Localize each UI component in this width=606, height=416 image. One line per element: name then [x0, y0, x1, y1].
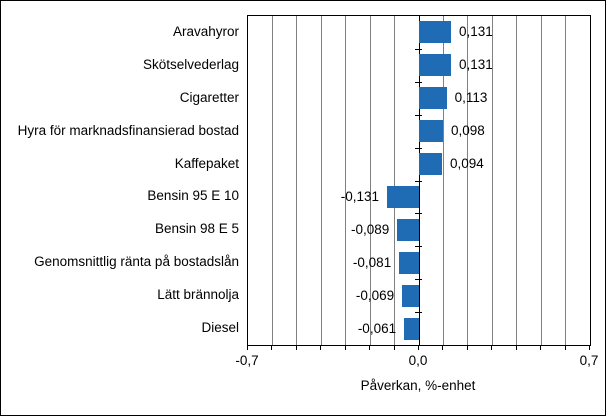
category-label: Bensin 98 E 5 — [154, 221, 239, 237]
x-axis-tick — [295, 346, 297, 350]
x-axis-tick — [418, 346, 419, 350]
x-axis-title: Påverkan, %-enhet — [360, 378, 476, 393]
gridline — [345, 16, 347, 345]
x-axis-tick — [369, 346, 371, 350]
x-axis-tick-label: 0,7 — [579, 353, 599, 368]
category-label: Aravahyror — [172, 23, 239, 39]
bar — [399, 251, 419, 274]
x-axis-tick — [491, 346, 493, 350]
bar — [397, 218, 419, 241]
gridline — [369, 16, 371, 345]
bar — [402, 284, 419, 307]
category-tick — [415, 48, 422, 50]
gridline — [296, 16, 298, 345]
gridline — [394, 16, 396, 345]
bar-value-label: -0,089 — [350, 221, 390, 237]
x-axis-tick — [466, 346, 468, 350]
bar-value-label: 0,113 — [454, 90, 488, 106]
gridline — [516, 16, 518, 345]
bar-value-label: -0,061 — [357, 320, 397, 336]
bar — [419, 153, 442, 176]
bar-value-label: 0,094 — [449, 156, 484, 172]
x-axis-tick — [320, 346, 322, 350]
category-tick — [415, 114, 422, 116]
category-label: Cigaretter — [179, 89, 239, 105]
gridline — [467, 16, 469, 345]
plot-area: 0,131 0,131 0,113 0,098 0,094 -0,131 -0,089 -0,… — [247, 15, 591, 346]
category-label: Bensin 95 E 10 — [147, 188, 239, 204]
bar — [419, 54, 451, 77]
bar — [419, 120, 443, 143]
category-label: Diesel — [201, 320, 239, 336]
x-axis-tick — [564, 346, 566, 350]
bar-value-label: 0,131 — [459, 24, 493, 40]
gridline — [565, 16, 567, 345]
x-axis-tick-label: 0,0 — [408, 353, 428, 368]
category-tick — [415, 180, 422, 182]
x-axis-tick — [589, 346, 590, 350]
category-tick — [415, 213, 422, 215]
bar — [404, 317, 419, 340]
bar-value-label: -0,081 — [352, 254, 392, 270]
x-axis-tick — [442, 346, 444, 350]
category-tick — [415, 147, 422, 149]
bar — [419, 87, 447, 110]
x-axis-tick — [393, 346, 395, 350]
bar-value-label: -0,069 — [355, 287, 395, 303]
category-label: Genomsnittlig ränta på bostadslån — [34, 254, 239, 270]
x-axis-tick — [271, 346, 273, 350]
bar — [386, 185, 419, 208]
bar-value-label: -0,131 — [340, 188, 379, 204]
gridline — [491, 16, 493, 345]
category-tick — [415, 279, 422, 281]
category-tick — [415, 81, 422, 83]
x-axis-tick — [247, 346, 248, 350]
category-label: Kaffepaket — [174, 155, 239, 171]
gridline — [271, 16, 273, 345]
category-tick — [415, 246, 422, 248]
bar-value-label: 0,131 — [459, 57, 493, 73]
gridline — [320, 16, 322, 345]
category-label: Lätt brännolja — [157, 287, 239, 303]
bar-value-label: 0,098 — [450, 123, 485, 139]
category-tick — [415, 312, 422, 314]
gridline — [442, 16, 444, 345]
x-axis-tick-label: -0,7 — [235, 353, 259, 368]
x-axis-tick — [540, 346, 542, 350]
category-label: Skötselvederlag — [142, 56, 239, 72]
x-axis-tick — [344, 346, 346, 350]
category-axis-labels: Aravahyror Skötselvederlag Cigaretter Hyra … — [1, 15, 239, 344]
category-label: Hyra för marknadsfinansierad bostad — [17, 122, 239, 138]
gridline — [540, 16, 542, 345]
x-axis-tick — [515, 346, 517, 350]
bar — [419, 21, 451, 44]
